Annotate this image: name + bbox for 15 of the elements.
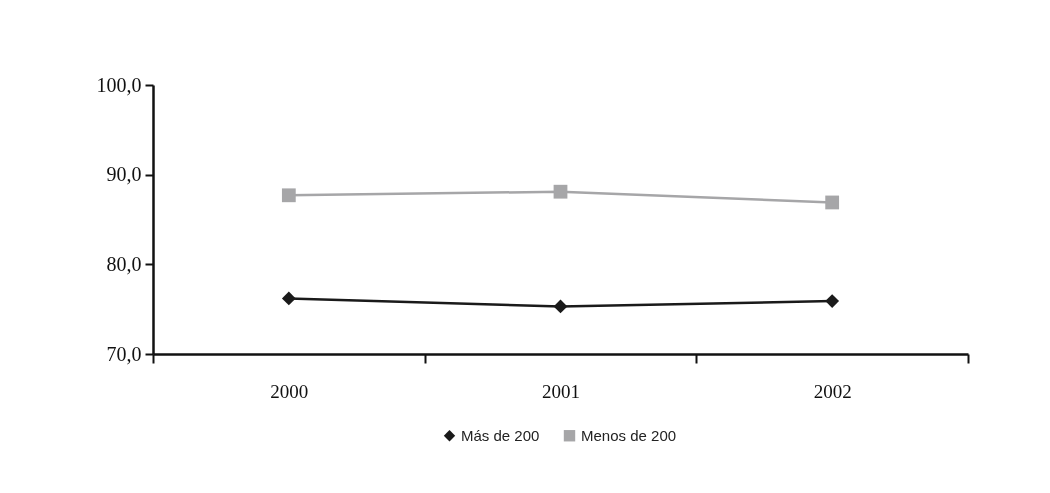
x-tick-label: 2000 <box>270 380 309 402</box>
point <box>553 299 568 314</box>
y-tick-label: 70,0 <box>106 342 142 365</box>
point <box>553 184 568 199</box>
point <box>825 195 840 210</box>
x-tick-label: 2001 <box>542 380 580 402</box>
legend-label: Más de 200 <box>461 426 540 444</box>
point <box>825 294 840 308</box>
point <box>281 188 296 203</box>
point <box>281 291 296 306</box>
y-tick-label: 100,0 <box>96 73 142 96</box>
y-tick-label: 90,0 <box>106 163 142 186</box>
x-tick-label: 2002 <box>813 380 852 402</box>
legend-label: Menos de 200 <box>581 426 677 444</box>
y-tick-label: 80,0 <box>106 252 142 275</box>
